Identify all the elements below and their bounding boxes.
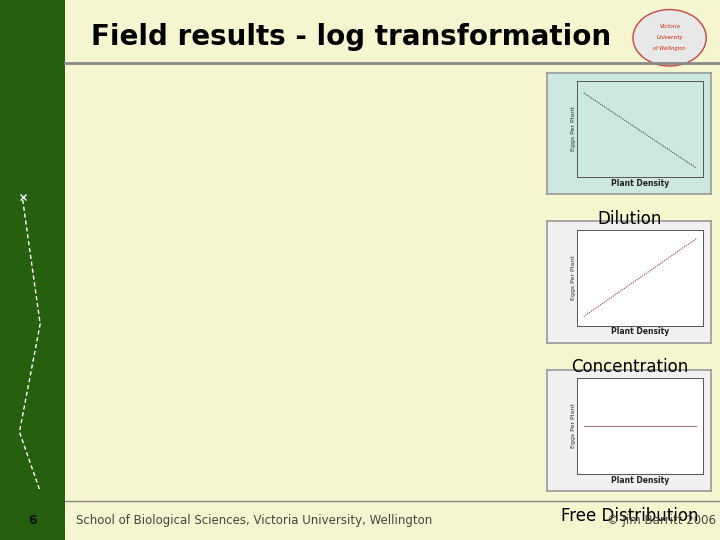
Text: of Wellington: of Wellington: [653, 46, 686, 51]
Text: Concentration: Concentration: [571, 358, 688, 376]
Text: © Jim Barritt 2006: © Jim Barritt 2006: [608, 514, 716, 526]
Text: Dilution: Dilution: [597, 210, 662, 227]
Y-axis label: Eggs Per Plant: Eggs Per Plant: [571, 404, 576, 448]
Text: School of Biological Sciences, Victoria University, Wellington: School of Biological Sciences, Victoria …: [76, 514, 432, 526]
X-axis label: Plant Density: Plant Density: [611, 476, 669, 484]
Text: Field results - log transformation: Field results - log transformation: [91, 23, 611, 51]
Ellipse shape: [633, 10, 706, 66]
Y-axis label: Eggs Per Plant: Eggs Per Plant: [571, 107, 576, 151]
Text: Free Distribution: Free Distribution: [561, 507, 698, 524]
X-axis label: Plant Density: Plant Density: [611, 327, 669, 336]
Y-axis label: Eggs Per Plant: Eggs Per Plant: [571, 255, 576, 300]
Text: 6: 6: [28, 514, 37, 526]
Text: University: University: [657, 35, 683, 40]
Text: Victoria: Victoria: [660, 24, 680, 29]
X-axis label: Plant Density: Plant Density: [611, 179, 669, 187]
